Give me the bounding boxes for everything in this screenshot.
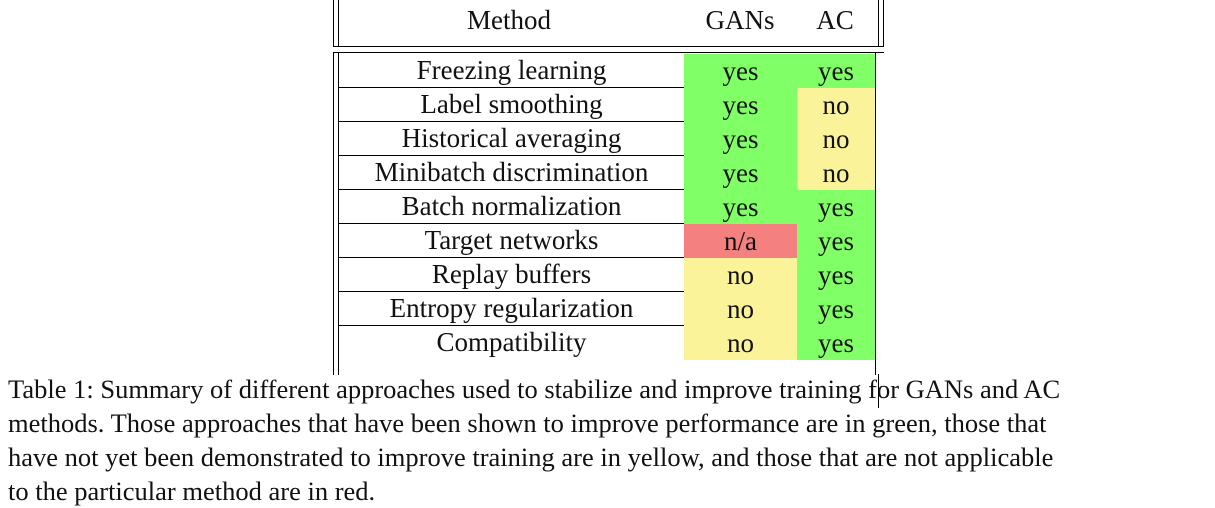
- ac-cell: yes: [797, 326, 875, 360]
- method-cell: Historical averaging: [339, 122, 684, 156]
- table-row: Target networks n/a yes: [334, 224, 884, 258]
- method-cell: Replay buffers: [339, 258, 684, 292]
- method-cell: Compatibility: [436, 327, 587, 357]
- method-cell: Batch normalization: [339, 190, 684, 224]
- table-row: Compatibility no yes: [334, 326, 884, 360]
- column-rule: [875, 53, 876, 375]
- caption-line: Table 1: Summary of different approaches…: [8, 374, 1061, 404]
- ac-cell: yes: [797, 258, 875, 292]
- gans-cell: no: [684, 258, 797, 292]
- table-row: Label smoothing yes no: [334, 88, 884, 122]
- table-row: Replay buffers no yes: [334, 258, 884, 292]
- ac-cell: yes: [797, 292, 875, 326]
- ac-cell: no: [797, 156, 875, 190]
- ac-cell: yes: [797, 190, 875, 224]
- caption-line: methods. Those approaches that have been…: [8, 408, 1047, 438]
- table-caption: Table 1: Summary of different approaches…: [8, 372, 1208, 508]
- ac-cell: yes: [797, 54, 875, 88]
- method-cell: Minibatch discrimination: [339, 156, 684, 190]
- gans-cell: no: [684, 292, 797, 326]
- table-row: Minibatch discrimination yes no: [334, 156, 884, 190]
- gans-cell: n/a: [684, 224, 797, 258]
- table-header: Method GANs AC: [333, 0, 884, 47]
- ac-cell: no: [797, 88, 875, 122]
- gans-cell: yes: [684, 122, 797, 156]
- table-row: Batch normalization yes yes: [334, 190, 884, 224]
- ac-cell: no: [797, 122, 875, 156]
- gans-cell: yes: [684, 156, 797, 190]
- header-gans: GANs: [705, 5, 775, 35]
- gans-cell: yes: [684, 88, 797, 122]
- text-cursor: [878, 374, 879, 408]
- ac-cell: yes: [797, 224, 875, 258]
- header-ac: AC: [816, 5, 854, 35]
- method-cell: Freezing learning: [339, 54, 684, 88]
- method-cell: Target networks: [339, 224, 684, 258]
- table-row: Freezing learning yes yes: [334, 54, 884, 88]
- method-cell: Label smoothing: [339, 88, 684, 122]
- gans-cell: yes: [684, 54, 797, 88]
- table-row: Historical averaging yes no: [334, 122, 884, 156]
- gans-cell: no: [684, 326, 797, 360]
- caption-line: have not yet been demonstrated to improv…: [8, 442, 1054, 472]
- method-cell: Entropy regularization: [339, 292, 684, 326]
- table-body: Freezing learning yes yes Label smoothing ye…: [333, 52, 884, 375]
- gans-cell: yes: [684, 190, 797, 224]
- caption-line: to the particular method are in red.: [8, 476, 376, 506]
- table-row: Entropy regularization no yes: [334, 292, 884, 326]
- header-method: Method: [467, 5, 551, 35]
